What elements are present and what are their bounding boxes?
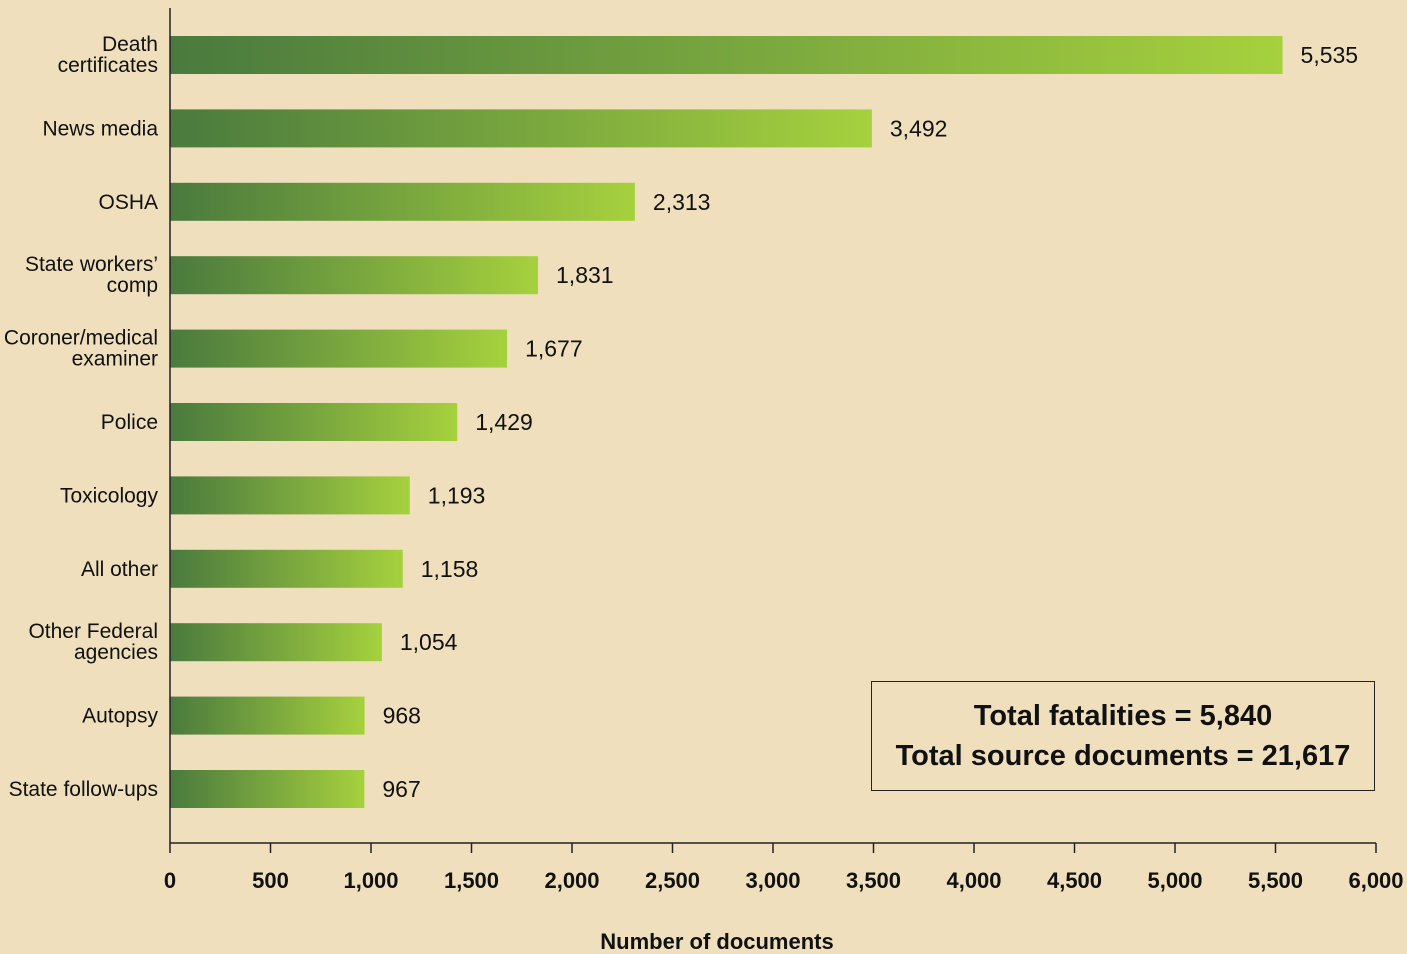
bar-value-label: 1,054 <box>400 629 458 655</box>
category-label: Toxicology <box>60 484 159 507</box>
bars-layer: 5,535 Death certificates 3,492 News media 2,3… <box>4 33 1358 808</box>
x-tick-label: 5,500 <box>1248 868 1303 893</box>
x-tick-label: 500 <box>252 868 289 893</box>
bar-value-label: 1,831 <box>556 262 614 288</box>
x-tick-label: 4,500 <box>1047 868 1102 893</box>
bar <box>170 549 403 588</box>
bar-value-label: 3,492 <box>890 115 948 141</box>
total-fatalities-text: Total fatalities = 5,840 <box>973 700 1273 732</box>
category-label: Police <box>101 411 158 434</box>
x-tick-label: 2,000 <box>544 868 599 893</box>
bar-value-label: 1,429 <box>475 409 533 435</box>
x-tick-label: 3,000 <box>745 868 800 893</box>
bar <box>170 696 365 735</box>
bar <box>170 36 1283 74</box>
bar <box>170 623 382 662</box>
bar-value-label: 1,193 <box>428 482 486 508</box>
bar-value-label: 1,677 <box>525 336 583 362</box>
category-label: Death certificates <box>58 33 158 77</box>
bar <box>170 770 365 808</box>
category-label: All other <box>81 558 158 581</box>
category-label: News media <box>42 117 158 140</box>
x-tick-label: 0 <box>164 868 176 893</box>
bar-value-label: 967 <box>382 776 420 802</box>
bar-value-label: 2,313 <box>653 189 711 215</box>
x-tick-label: 3,500 <box>846 868 901 893</box>
category-label: Other Federal agencies <box>28 620 158 664</box>
x-tick-label: 5,000 <box>1147 868 1202 893</box>
total-documents-text: Total source documents = 21,617 <box>895 740 1351 772</box>
x-axis-title: Number of documents <box>600 929 833 954</box>
category-label: State workers’ comp <box>25 253 158 297</box>
bar <box>170 256 539 295</box>
bar <box>170 182 635 221</box>
category-label: State follow-ups <box>9 778 158 801</box>
category-label: Autopsy <box>82 705 158 728</box>
bar <box>170 476 410 515</box>
bar <box>170 329 508 368</box>
category-label: Coroner/medical examiner <box>4 327 158 371</box>
bar-value-label: 5,535 <box>1301 42 1359 68</box>
bar-value-label: 968 <box>383 703 421 729</box>
totals-annotation-box: Total fatalities = 5,840 Total source do… <box>871 681 1375 791</box>
x-tick-label: 6,000 <box>1348 868 1403 893</box>
x-tick-label: 1,500 <box>444 868 499 893</box>
bar-value-label: 1,158 <box>421 556 479 582</box>
x-tick-label: 2,500 <box>645 868 700 893</box>
bar <box>170 403 458 441</box>
bar <box>170 109 872 148</box>
x-tick-label: 1,000 <box>343 868 398 893</box>
category-label: OSHA <box>98 191 158 214</box>
x-axis: 0 500 1,000 1,500 2,000 2,500 3,000 3,500 4,000 4… <box>164 8 1404 893</box>
x-tick-label: 4,000 <box>946 868 1001 893</box>
